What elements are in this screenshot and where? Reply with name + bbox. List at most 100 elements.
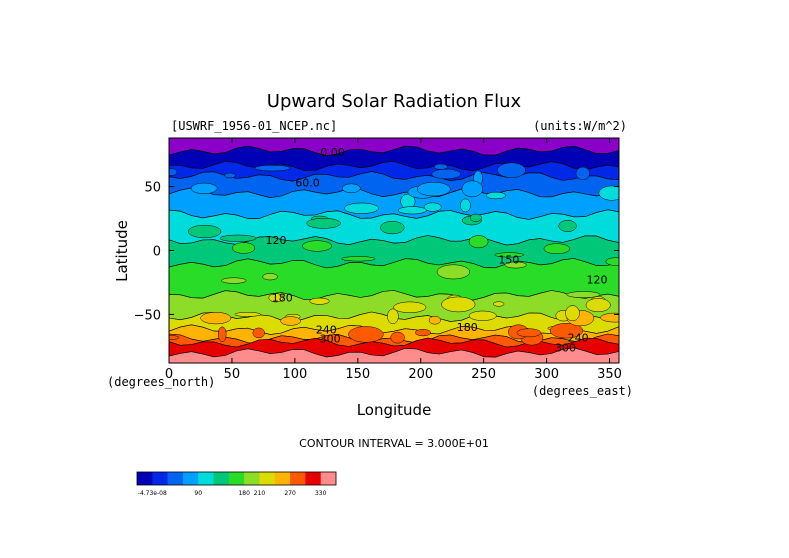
contour-patch (219, 234, 257, 242)
colorbar-swatch (167, 472, 184, 485)
colorbar-swatch (137, 472, 153, 485)
contour-patch (200, 312, 232, 325)
colorbar-swatch (305, 472, 321, 485)
contour-patch (468, 310, 497, 321)
colorbar-swatch (290, 472, 306, 485)
contour-label: 150 (498, 253, 519, 266)
x-tick-label: 350 (597, 367, 622, 382)
contour-interval-text: CONTOUR INTERVAL = 3.000E+01 (299, 437, 489, 450)
contour-patch (504, 261, 527, 269)
contour-patch (262, 273, 278, 281)
colorbar-swatch (259, 472, 276, 485)
contour-patch (494, 252, 524, 258)
contour-patch (423, 202, 442, 212)
contour-patch (254, 164, 291, 172)
colorbar-label: 90 (194, 490, 202, 497)
x-axis-label: Longitude (357, 401, 432, 419)
contour-patch (309, 297, 330, 305)
chart-title: Upward Solar Radiation Flux (267, 91, 522, 112)
contour-patch (605, 257, 619, 266)
contour-label: 300 (555, 342, 576, 355)
contour-patch (169, 335, 180, 340)
contour-patch (398, 206, 427, 215)
contour-patches (169, 162, 619, 346)
contour-label: 0.00 (320, 146, 345, 159)
contour-patch (486, 191, 506, 200)
contour-patch (431, 168, 461, 180)
contour-patch (516, 328, 542, 338)
contour-patch (190, 182, 218, 194)
x-axis: 0 50 100 150 200 250 300 350 (165, 138, 622, 382)
contour-patch (600, 312, 619, 323)
contour-patch (565, 305, 580, 322)
contour-patch (436, 264, 471, 280)
contour-patch (187, 224, 222, 239)
units-label: (units:W/m^2) (533, 119, 627, 133)
colorbar: -4.73e-08 90 180 210 270 330 (136, 471, 337, 497)
contour-patch (341, 183, 361, 194)
contour-patch (306, 217, 341, 229)
x-tick-label: 0 (165, 367, 173, 382)
contour-patch (598, 185, 619, 201)
colorbar-label: 180 (238, 490, 250, 497)
contour-patch (575, 166, 590, 181)
x-tick-label: 150 (345, 367, 370, 382)
colorbar-swatch (152, 472, 168, 485)
contour-patch (415, 329, 431, 337)
colorbar-swatch (320, 472, 337, 485)
contour-patch (433, 163, 448, 170)
contour-patch (585, 298, 611, 313)
contour-patch (344, 202, 379, 214)
x-tick-label: 300 (534, 367, 559, 382)
contour-patch (460, 198, 471, 213)
contour-patch (348, 326, 384, 343)
y-axis: 50 0 −50 (134, 181, 619, 323)
contour-label: 180 (457, 321, 478, 334)
contour-patch (393, 301, 427, 313)
contour-patch (280, 316, 301, 326)
contour-patch (268, 293, 284, 303)
contour-patch (380, 221, 405, 235)
contour-patch (232, 242, 256, 254)
contour-patch (566, 291, 601, 298)
contour-patch (302, 240, 332, 252)
x-tick-label: 100 (282, 367, 307, 382)
contour-patch (169, 168, 178, 176)
y-axis-label: Latitude (113, 220, 131, 282)
colorbar-swatch (228, 472, 245, 485)
contour-patch (387, 308, 399, 325)
y-unit-label: (degrees_north) (107, 375, 215, 389)
contour-patch (252, 327, 265, 339)
contour-label: 60.0 (295, 177, 320, 190)
colorbar-label: 330 (315, 490, 327, 497)
colorbar-label: 210 (254, 490, 266, 497)
x-tick-label: 250 (471, 367, 496, 382)
contour-patch (341, 256, 376, 262)
contour-label: 180 (272, 292, 293, 305)
colorbar-swatch (198, 472, 214, 485)
contour-patch (468, 235, 489, 249)
contour-patch (217, 326, 227, 343)
source-label: [USWRF_1956-01_NCEP.nc] (171, 119, 337, 133)
contour-patch (234, 312, 261, 317)
contour-patch (543, 243, 570, 255)
y-tick-label: 0 (153, 245, 161, 260)
lat-band (169, 347, 619, 363)
contour-label: 120 (587, 274, 608, 287)
colorbar-swatch (182, 472, 199, 485)
contour-label: 120 (266, 234, 287, 247)
x-unit-label: (degrees_east) (532, 384, 633, 398)
contour-patch (558, 220, 577, 232)
contour-label: 300 (320, 333, 341, 346)
y-tick-label: 50 (144, 181, 161, 196)
contour-patch (493, 301, 505, 307)
colorbar-swatch (213, 472, 230, 485)
colorbar-frame (136, 471, 337, 486)
colorbar-swatch (244, 472, 260, 485)
colorbar-swatch (274, 472, 291, 485)
colorbar-label: -4.73e-08 (138, 490, 167, 497)
contour-label: 240 (568, 331, 589, 344)
